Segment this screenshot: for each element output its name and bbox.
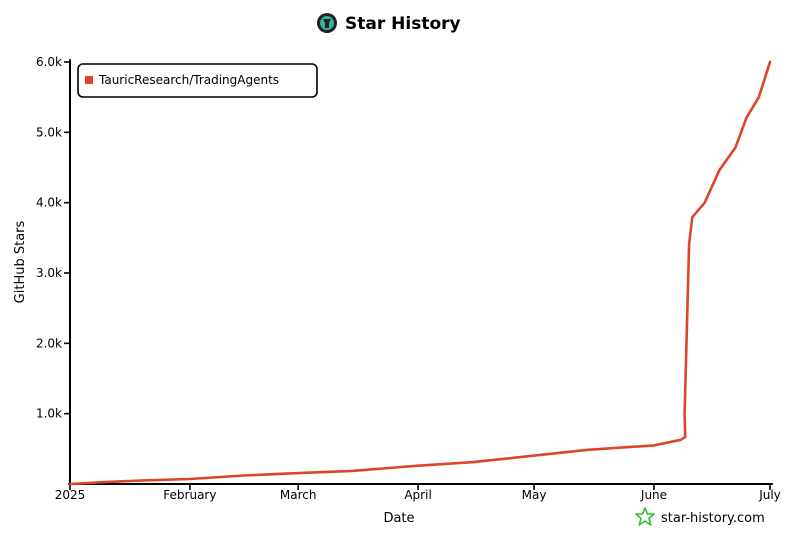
x-tick-label: July bbox=[758, 488, 781, 502]
y-axis-ticks: 1.0k 2.0k 3.0k 4.0k 5.0k 6.0k bbox=[36, 55, 70, 421]
y-tick-label: 4.0k bbox=[36, 196, 62, 210]
y-tick-label: 1.0k bbox=[36, 407, 62, 421]
chart-title: Star History bbox=[345, 14, 461, 34]
x-tick-label: February bbox=[163, 488, 216, 502]
series-line bbox=[68, 60, 772, 486]
brand-link[interactable]: star-history.com bbox=[661, 511, 765, 526]
y-tick-label: 6.0k bbox=[36, 55, 62, 69]
x-tick-label: May bbox=[522, 488, 547, 502]
legend-box bbox=[77, 63, 318, 98]
brand-footer[interactable]: star-history.com bbox=[635, 507, 765, 526]
y-tick-label: 3.0k bbox=[36, 266, 62, 280]
series-group bbox=[68, 60, 772, 486]
github-logo-icon bbox=[317, 13, 337, 33]
x-axis-ticks: 2025 February March April May June July bbox=[55, 484, 781, 502]
x-tick-label: June bbox=[640, 488, 667, 502]
axes bbox=[68, 59, 773, 485]
y-tick-label: 5.0k bbox=[36, 125, 62, 139]
y-axis-label: GitHub Stars bbox=[13, 220, 28, 303]
x-tick-label: April bbox=[404, 488, 431, 502]
legend-entry-label: TauricResearch/TradingAgents bbox=[98, 73, 279, 87]
x-axis-label: Date bbox=[383, 511, 414, 526]
legend-swatch bbox=[85, 76, 93, 84]
x-tick-label: March bbox=[280, 488, 317, 502]
legend: TauricResearch/TradingAgents bbox=[77, 63, 318, 98]
y-tick-label: 2.0k bbox=[36, 336, 62, 350]
x-tick-label: 2025 bbox=[55, 488, 86, 502]
chart-header: Star History bbox=[317, 13, 461, 34]
star-icon bbox=[635, 507, 655, 526]
